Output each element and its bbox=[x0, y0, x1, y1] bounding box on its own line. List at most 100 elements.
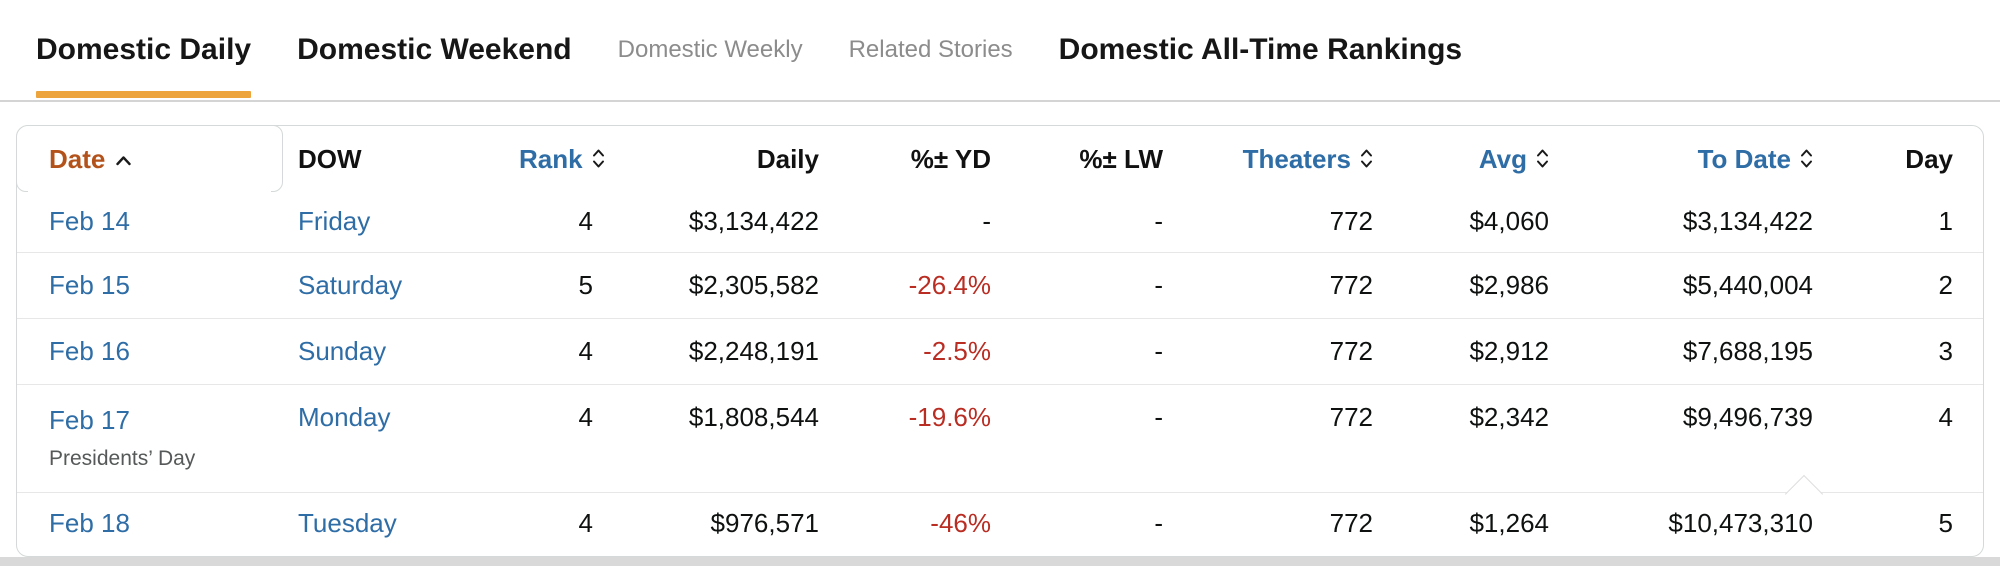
sort-toggle-icon bbox=[592, 149, 604, 167]
cell-pct_lw: - bbox=[1154, 269, 1163, 300]
cell-date: Feb 16 bbox=[17, 318, 284, 384]
dow-link[interactable]: Tuesday bbox=[298, 507, 397, 538]
cell-rank: 4 bbox=[578, 401, 593, 432]
tab-related-stories[interactable]: Related Stories bbox=[848, 36, 1013, 63]
cell-avg: $1,264 bbox=[1469, 507, 1549, 538]
date-link[interactable]: Feb 15 bbox=[49, 269, 130, 300]
cell-to_date: $9,496,739 bbox=[1682, 401, 1813, 432]
cell-daily: $1,808,544 bbox=[688, 401, 819, 432]
column-header-dow: DOW bbox=[284, 126, 519, 192]
cell-rank: 4 bbox=[578, 507, 593, 538]
column-header-pct-lw-label: %± LW bbox=[1079, 143, 1163, 174]
dow-link[interactable]: Friday bbox=[298, 206, 371, 237]
column-header-pct-lw: %± LW bbox=[1021, 126, 1193, 192]
cell-avg: $2,342 bbox=[1469, 401, 1549, 432]
header-row: Date DOW Rank Daily %± YD %± LW bbox=[17, 126, 1983, 192]
cell-avg: $2,986 bbox=[1469, 269, 1549, 300]
dow-link[interactable]: Sunday bbox=[298, 335, 387, 366]
cell-day: 5 bbox=[1938, 507, 1953, 538]
table-row: Feb 17 Presidents’ Day Monday 4 $1,808,544 -1… bbox=[17, 384, 1983, 492]
date-link[interactable]: Feb 17 bbox=[49, 405, 130, 435]
column-header-avg-label: Avg bbox=[1478, 143, 1527, 174]
cell-day: 2 bbox=[1938, 269, 1953, 300]
cell-theaters: 772 bbox=[1329, 401, 1373, 432]
cell-theaters: 772 bbox=[1329, 206, 1373, 237]
cell-date: Feb 15 bbox=[17, 252, 284, 318]
cell-dow: Sunday bbox=[284, 318, 519, 384]
column-header-dow-label: DOW bbox=[298, 143, 362, 174]
date-link[interactable]: Feb 16 bbox=[49, 335, 130, 366]
cell-daily: $2,305,582 bbox=[688, 269, 819, 300]
cell-day: 1 bbox=[1938, 206, 1953, 237]
sort-ascending-icon bbox=[116, 155, 132, 165]
cell-dow: Tuesday bbox=[284, 492, 519, 554]
table-row: Feb 14 Friday 4 $3,134,422 - - 772 $4,060 $3,134… bbox=[17, 192, 1983, 252]
cell-rank: 5 bbox=[578, 269, 593, 300]
date-link[interactable]: Feb 18 bbox=[49, 507, 130, 538]
cell-day: 3 bbox=[1938, 335, 1953, 366]
table-row: Feb 18 Tuesday 4 $976,571 -46% - 772 $1,264 $10,… bbox=[17, 492, 1983, 554]
cell-avg: $4,060 bbox=[1469, 206, 1549, 237]
column-header-date-label: Date bbox=[49, 143, 106, 174]
column-header-pct-yd: %± YD bbox=[849, 126, 1021, 192]
tab-domestic-weekly[interactable]: Domestic Weekly bbox=[617, 36, 803, 63]
date-link[interactable]: Feb 14 bbox=[49, 206, 130, 237]
cell-daily: $976,571 bbox=[710, 507, 819, 538]
cell-daily: $3,134,422 bbox=[688, 206, 819, 237]
column-header-to-date-label: To Date bbox=[1697, 143, 1791, 174]
column-header-theaters-label: Theaters bbox=[1242, 143, 1351, 174]
cell-pct_lw: - bbox=[1154, 335, 1163, 366]
cell-date: Feb 14 bbox=[17, 192, 284, 252]
cell-dow: Friday bbox=[284, 192, 519, 252]
cell-theaters: 772 bbox=[1329, 269, 1373, 300]
table-body: Feb 14 Friday 4 $3,134,422 - - 772 $4,060 $3,134… bbox=[17, 192, 1983, 554]
dow-link[interactable]: Saturday bbox=[298, 269, 403, 300]
cell-to_date: $10,473,310 bbox=[1668, 507, 1813, 538]
cell-pct_lw: - bbox=[1154, 206, 1163, 237]
sort-toggle-icon bbox=[1537, 149, 1548, 167]
cell-pct_yd: - bbox=[982, 206, 991, 237]
cell-theaters: 772 bbox=[1329, 335, 1373, 366]
column-header-daily-label: Daily bbox=[756, 143, 819, 174]
cell-to_date: $3,134,422 bbox=[1682, 206, 1813, 237]
cell-pct_yd: -26.4% bbox=[908, 269, 991, 300]
column-header-date[interactable]: Date bbox=[17, 126, 284, 192]
cell-pct_yd: -46% bbox=[930, 507, 991, 538]
dow-link[interactable]: Monday bbox=[298, 401, 391, 432]
column-header-rank-label: Rank bbox=[519, 143, 583, 174]
sort-toggle-icon bbox=[1361, 149, 1372, 167]
cell-avg: $2,912 bbox=[1469, 335, 1549, 366]
holiday-note: Presidents’ Day bbox=[49, 447, 196, 470]
column-header-day: Day bbox=[1843, 126, 1983, 192]
cell-pct_lw: - bbox=[1154, 507, 1163, 538]
cell-pct_yd: -19.6% bbox=[908, 401, 991, 432]
section-tabs: Domestic Daily Domestic Weekend Domestic… bbox=[0, 0, 2000, 102]
sort-toggle-icon bbox=[1801, 149, 1812, 167]
cell-date: Feb 17 Presidents’ Day bbox=[17, 384, 284, 492]
column-header-to-date[interactable]: To Date bbox=[1579, 126, 1843, 192]
tab-domestic-daily[interactable]: Domestic Daily bbox=[36, 0, 252, 100]
cell-to_date: $5,440,004 bbox=[1682, 269, 1813, 300]
cell-dow: Saturday bbox=[284, 252, 519, 318]
daily-box-office-table-card: Date DOW Rank Daily %± YD %± LW bbox=[16, 125, 1984, 557]
cell-pct_lw: - bbox=[1154, 401, 1163, 432]
cell-daily: $2,248,191 bbox=[688, 335, 819, 366]
cell-theaters: 772 bbox=[1329, 507, 1373, 538]
tab-domestic-all-time-rankings[interactable]: Domestic All-Time Rankings bbox=[1058, 33, 1463, 66]
table-row: Feb 16 Sunday 4 $2,248,191 -2.5% - 772 $2,912 $7… bbox=[17, 318, 1983, 384]
cell-rank: 4 bbox=[578, 206, 593, 237]
column-header-theaters[interactable]: Theaters bbox=[1193, 126, 1403, 192]
column-header-pct-yd-label: %± YD bbox=[910, 143, 991, 174]
column-header-daily: Daily bbox=[623, 126, 849, 192]
daily-box-office-table: Date DOW Rank Daily %± YD %± LW bbox=[17, 126, 1983, 554]
column-header-avg[interactable]: Avg bbox=[1403, 126, 1579, 192]
tab-domestic-weekend[interactable]: Domestic Weekend bbox=[297, 33, 572, 66]
cell-day: 4 bbox=[1938, 401, 1953, 432]
cell-pct_yd: -2.5% bbox=[923, 335, 991, 366]
page-bottom-shade bbox=[0, 557, 2000, 566]
column-header-day-label: Day bbox=[1905, 143, 1953, 174]
table-row: Feb 15 Saturday 5 $2,305,582 -26.4% - 772 $2,98… bbox=[17, 252, 1983, 318]
column-header-rank[interactable]: Rank bbox=[519, 126, 623, 192]
cell-rank: 4 bbox=[578, 335, 593, 366]
cell-date: Feb 18 bbox=[17, 492, 284, 554]
